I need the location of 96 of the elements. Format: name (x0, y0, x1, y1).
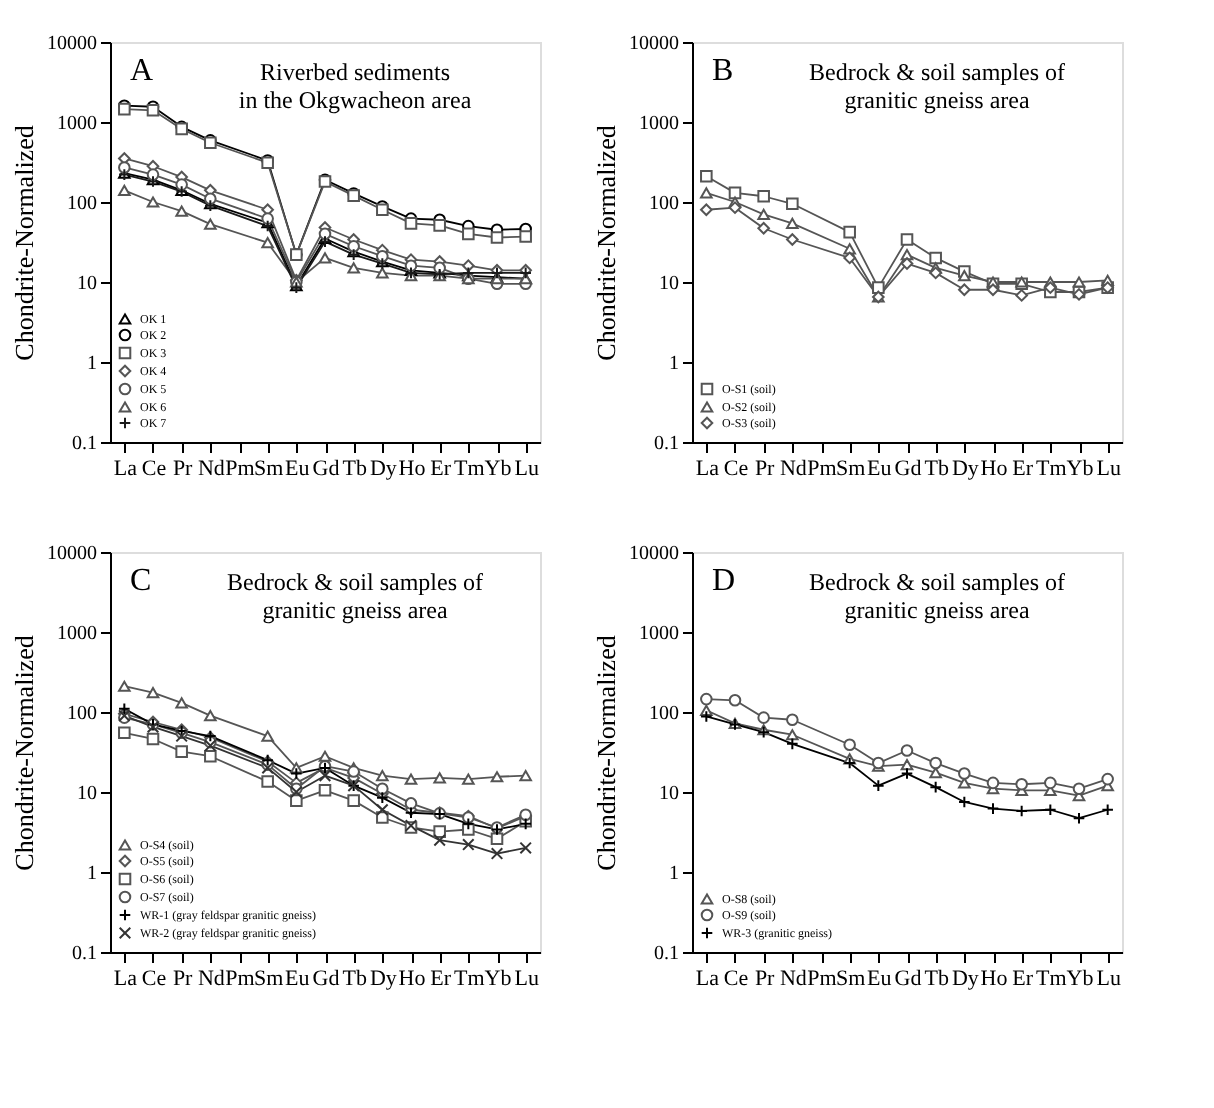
x-tick-label: Nd (197, 457, 226, 481)
x-tick-label: Ho (980, 457, 1009, 481)
text: Bedrock & soil samples of granitic gneiss area (227, 568, 483, 624)
y-axis-title: Chondrite-Normalized (591, 634, 621, 871)
x-tick-label: Yb (1066, 457, 1095, 481)
x-tick-label: Yb (484, 457, 513, 481)
annotation: C (130, 564, 152, 598)
x-tick-label: Sm (835, 457, 867, 481)
x-tick-label: Pm (225, 457, 256, 481)
x-tick-label: Dy (369, 967, 398, 991)
x-tick-label: Ho (980, 967, 1009, 991)
y-tick-label: 1000 (639, 623, 679, 645)
annotation: A (130, 54, 154, 88)
y-axis-title: Chondrite-Normalized (9, 124, 39, 361)
y-tick-label: 10 (659, 783, 679, 805)
x-tick-label: Pm (807, 457, 838, 481)
y-tick-label: 10000 (629, 543, 679, 565)
x-tick-label: Pm (225, 967, 256, 991)
x-tick-label: Tm (454, 967, 486, 991)
x-tick-label: Lu (1096, 967, 1122, 991)
x-tick-label: Ho (398, 457, 427, 481)
y-tick-label: 1000 (639, 113, 679, 135)
x-tick-label: Tb (342, 457, 368, 481)
y-tick-label: 100 (67, 193, 97, 215)
x-tick-label: Gd (312, 457, 341, 481)
x-tick-label: Er (430, 967, 452, 991)
y-tick-label: 1 (669, 863, 679, 885)
x-tick-label: Eu (867, 457, 893, 481)
y-tick-label: 1000 (57, 623, 97, 645)
x-tick-label: La (695, 967, 720, 991)
x-tick-label: Lu (514, 457, 540, 481)
y-tick-label: 10 (659, 273, 679, 295)
y-tick-label: 10000 (629, 33, 679, 55)
x-tick-label: Ce (141, 457, 167, 481)
x-tick-label: Ho (398, 967, 427, 991)
y-tick-label: 1000 (57, 113, 97, 135)
y-tick-label: 10000 (47, 33, 97, 55)
x-tick-label: Dy (369, 457, 398, 481)
x-tick-label: Pr (172, 967, 194, 991)
x-tick-label: Tm (1036, 967, 1068, 991)
x-tick-label: Gd (894, 457, 923, 481)
x-tick-label: Ce (723, 457, 749, 481)
x-tick-label: Yb (1066, 967, 1095, 991)
y-tick-label: 0.1 (72, 943, 97, 965)
x-tick-label: Gd (894, 967, 923, 991)
x-tick-label: Dy (951, 967, 980, 991)
x-tick-label: Er (1012, 457, 1034, 481)
x-tick-label: Pr (754, 457, 776, 481)
y-tick-label: 10000 (47, 543, 97, 565)
y-tick-label: 10 (77, 273, 97, 295)
x-tick-label: Eu (285, 967, 311, 991)
annotation: B (712, 54, 734, 88)
x-tick-label: Dy (951, 457, 980, 481)
x-tick-label: Sm (253, 457, 285, 481)
x-tick-label: Eu (285, 457, 311, 481)
x-tick-label: Tb (924, 967, 950, 991)
x-tick-label: Gd (312, 967, 341, 991)
text: Bedrock & soil samples of granitic gneiss area (809, 58, 1065, 114)
x-tick-label: Eu (867, 967, 893, 991)
y-axis-title: Chondrite-Normalized (9, 634, 39, 871)
x-tick-label: Tm (1036, 457, 1068, 481)
text: Bedrock & soil samples of granitic gneiss area (809, 568, 1065, 624)
y-axis-title: Chondrite-Normalized (591, 124, 621, 361)
x-tick-label: Nd (197, 967, 226, 991)
x-tick-label: Tb (924, 457, 950, 481)
x-tick-label: La (113, 967, 138, 991)
x-tick-label: Pm (807, 967, 838, 991)
x-tick-label: Nd (779, 967, 808, 991)
x-tick-label: Sm (835, 967, 867, 991)
x-tick-label: Ce (141, 967, 167, 991)
x-tick-label: Lu (1096, 457, 1122, 481)
y-tick-label: 100 (67, 703, 97, 725)
y-tick-label: 0.1 (654, 943, 679, 965)
x-tick-label: La (695, 457, 720, 481)
x-tick-label: Pr (172, 457, 194, 481)
y-tick-label: 100 (649, 193, 679, 215)
y-tick-label: 10 (77, 783, 97, 805)
x-tick-label: Sm (253, 967, 285, 991)
x-tick-label: Pr (754, 967, 776, 991)
x-tick-label: La (113, 457, 138, 481)
x-tick-label: Lu (514, 967, 540, 991)
y-tick-label: 1 (87, 863, 97, 885)
x-tick-label: Ce (723, 967, 749, 991)
y-tick-label: 0.1 (654, 433, 679, 455)
x-tick-label: Tb (342, 967, 368, 991)
x-tick-label: Er (1012, 967, 1034, 991)
x-tick-label: Nd (779, 457, 808, 481)
text: Riverbed sediments in the Okgwacheon area (238, 58, 473, 114)
x-tick-label: Er (430, 457, 452, 481)
y-tick-label: 1 (669, 353, 679, 375)
y-tick-label: 1 (87, 353, 97, 375)
x-tick-label: Yb (484, 967, 513, 991)
annotation: D (712, 564, 736, 598)
y-tick-label: 100 (649, 703, 679, 725)
x-tick-label: Tm (454, 457, 486, 481)
y-tick-label: 0.1 (72, 433, 97, 455)
